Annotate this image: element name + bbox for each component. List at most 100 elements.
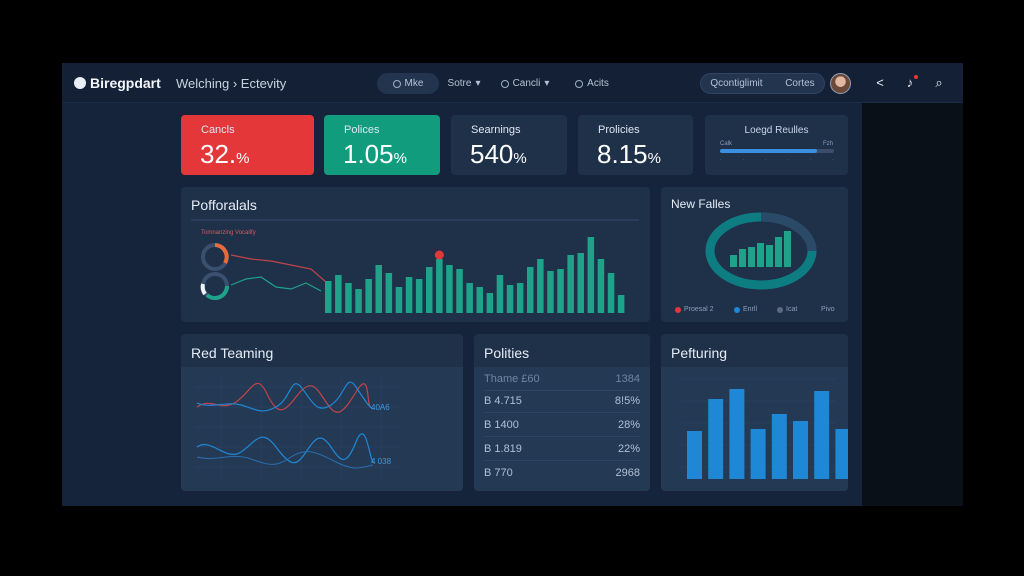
legend-item: Icat <box>777 306 797 313</box>
new-falles-bar <box>784 231 791 267</box>
legend-card-right-label: Fzh <box>822 141 833 147</box>
table-cell: B 770 <box>484 467 513 479</box>
table-cell: B 1400 <box>484 419 519 431</box>
legend-label: Enrll <box>743 306 758 313</box>
trend-line-red <box>230 254 327 283</box>
performance-bar <box>567 255 574 313</box>
table-header-cell: 1384 <box>615 373 640 385</box>
pefturing-chart <box>681 378 848 479</box>
search-box[interactable]: Qcontiglimit Cortes <box>700 73 825 94</box>
legend-dot-blue <box>734 306 740 313</box>
wave-label-top: 40A6 <box>371 403 390 412</box>
performance-bar <box>577 253 584 313</box>
kpi-number: 1.05 <box>343 139 394 169</box>
logo-icon <box>74 77 86 89</box>
pefturing-bar <box>750 429 766 479</box>
legend-label: Proesal 2 <box>684 306 714 313</box>
pefturing-panel: Pefturing <box>661 334 848 491</box>
performance-bar <box>456 269 463 313</box>
performance-bar <box>325 281 332 313</box>
brand-name: Biregpdart <box>90 75 161 91</box>
table-row[interactable]: B 1.819 22% <box>484 439 640 461</box>
performance-bar <box>446 265 453 313</box>
legend-dot-red <box>675 306 681 313</box>
circle-icon <box>500 79 509 88</box>
performance-panel: Pofforalals Tomnanzing Vocalify <box>181 187 650 322</box>
kpi-unit: % <box>513 150 527 167</box>
nav-pill-label: Mke <box>404 78 424 89</box>
search-icon[interactable]: ⌕ <box>935 75 943 90</box>
pefturing-bar <box>708 399 724 479</box>
performance-bar <box>345 283 352 313</box>
legend-item: Enrll <box>734 306 757 313</box>
performance-bar <box>385 273 393 313</box>
table-row[interactable]: B 1400 28% <box>484 415 640 437</box>
panel-title: Pefturing <box>671 345 728 361</box>
performance-bar <box>436 259 443 313</box>
table-cell: 22% <box>617 443 640 455</box>
red-teaming-chart <box>195 377 401 479</box>
brand[interactable]: Biregpdart <box>74 75 161 91</box>
breadcrumb[interactable]: Welching › Ectevity <box>176 76 287 91</box>
polities-table: Thame £60 1384 B 4.715 8!5% B 1400 28% B… <box>474 367 650 491</box>
kpi-card-searnings[interactable]: Searnings 540% <box>451 115 567 175</box>
notification-icon[interactable]: ♪ <box>902 75 918 91</box>
wave-label-bottom: 4 038 <box>371 457 392 466</box>
nav-pill-mke[interactable]: Mke <box>377 73 439 94</box>
nav-pill-cancli[interactable]: Cancli ▾ <box>494 73 556 94</box>
progress-fill <box>720 149 817 153</box>
donut-arc-white <box>200 283 207 296</box>
performance-bar <box>375 265 382 313</box>
kpi-number: 8.15 <box>597 139 648 169</box>
performance-bar <box>476 287 483 313</box>
legend-card-left-label: Calk <box>720 141 733 147</box>
table-row[interactable]: B 770 2968 <box>484 463 640 485</box>
avatar[interactable] <box>830 73 851 94</box>
new-falles-bar <box>757 243 764 267</box>
kpi-unit: % <box>647 150 661 167</box>
panel-title: Polities <box>484 345 530 361</box>
performance-bar <box>547 271 554 313</box>
nav-pill-label: Acits <box>587 78 609 89</box>
red-teaming-panel: Red Teaming 40A6 4 038 <box>181 334 463 491</box>
donut-arc-orange <box>214 243 229 264</box>
legend-progress-card[interactable]: Loegd Reulles Calk Fzh · · · · · · <box>705 115 848 175</box>
kpi-card-polices[interactable]: Polices 1.05% <box>324 115 440 175</box>
kpi-label: Cancls <box>201 124 235 136</box>
pefturing-bar <box>835 429 848 479</box>
performance-bar <box>617 295 625 313</box>
table-header-cell: Thame £60 <box>484 373 540 385</box>
kpi-unit: % <box>236 150 250 167</box>
table-cell: 8!5% <box>614 395 640 407</box>
table-row[interactable]: B 4.715 8!5% <box>484 391 640 413</box>
nav-pill-acits[interactable]: Acits <box>568 73 616 94</box>
new-falles-bar <box>739 249 746 267</box>
performance-bar <box>537 259 544 313</box>
wave-blue-top <box>196 381 374 412</box>
nav-pill-label: Cancli <box>512 78 541 89</box>
kpi-label: Prolicies <box>598 124 640 136</box>
kpi-card-prolicies[interactable]: Prolicies 8.15% <box>578 115 693 175</box>
kpi-value: 1.05% <box>343 139 407 170</box>
table-cell: B 1.819 <box>484 443 522 455</box>
performance-chart <box>191 219 639 313</box>
kpi-label: Polices <box>344 124 380 136</box>
performance-bar <box>486 293 494 313</box>
new-falles-panel: New Falles Proesal 2 Enrll Icat Pivo <box>661 187 848 322</box>
kpi-card-cancls[interactable]: Cancls 32.% <box>181 115 314 175</box>
wave-blue-faint <box>196 451 374 469</box>
share-icon[interactable]: < <box>876 75 884 90</box>
kpi-number: 540 <box>470 139 514 169</box>
performance-bar <box>506 285 514 313</box>
new-falles-chart <box>705 212 817 290</box>
table-cell: 28% <box>617 419 640 431</box>
nav-pill-sotre[interactable]: Sotre ▾ <box>444 73 484 94</box>
performance-bar <box>597 259 605 313</box>
donut-arc-teal <box>205 285 230 301</box>
performance-bar <box>335 275 342 313</box>
wave-blue-bottom <box>196 433 374 464</box>
chevron-down-icon: ▾ <box>544 78 550 89</box>
performance-bar <box>426 267 433 313</box>
pefturing-bar <box>793 421 808 479</box>
performance-bar <box>516 283 524 313</box>
